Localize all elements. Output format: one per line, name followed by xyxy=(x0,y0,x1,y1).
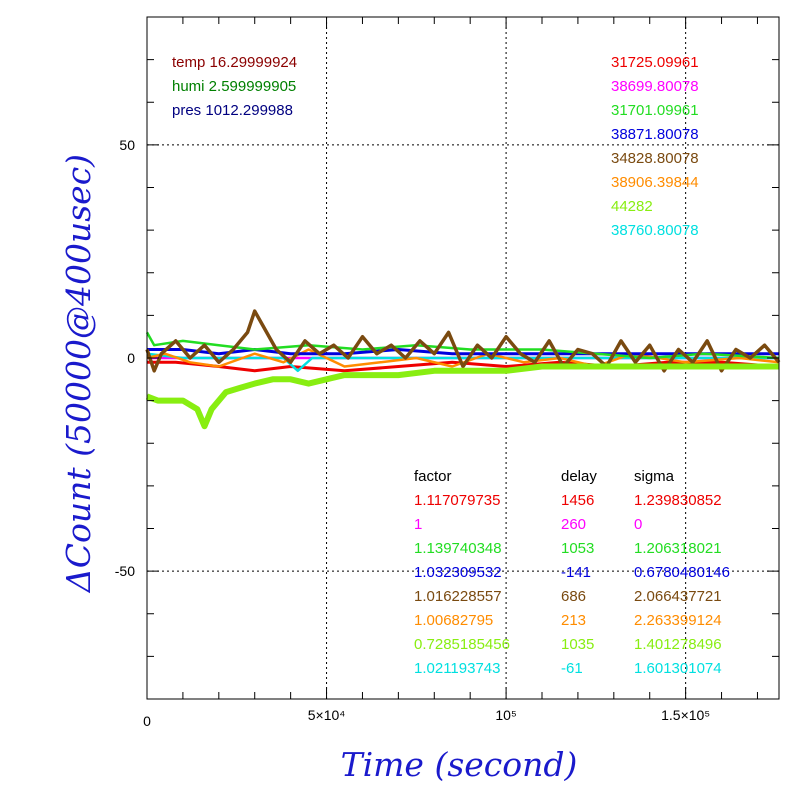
axes: 0 5×10⁴ 10⁵ 1.5×10⁵ 50 0 -50 xyxy=(115,16,780,729)
table-cell-delay: 686 xyxy=(561,588,586,605)
x-tick-label: 0 xyxy=(143,713,151,729)
table-cell-sigma: 2.066437721 xyxy=(634,588,722,605)
env-label: pres 1012.299988 xyxy=(172,102,293,119)
table-cell-delay: -61 xyxy=(561,660,583,677)
legend-entry: 38760.80078 xyxy=(611,222,699,239)
table-cell-delay: -141 xyxy=(561,564,591,581)
table-cell-factor: 1.117079735 xyxy=(414,492,500,509)
legend-entry: 38699.80078 xyxy=(611,78,699,95)
table-header-delay: delay xyxy=(561,468,597,485)
legend-entry: 38906.39844 xyxy=(611,174,699,191)
y-tick-label: 0 xyxy=(127,350,135,366)
y-axis-label: ΔCount (50000@400usec) xyxy=(59,154,98,594)
legend-entry: 31725.09961 xyxy=(611,54,699,71)
table-cell-factor: 1.032309532 xyxy=(414,564,502,581)
env-label: temp 16.29999924 xyxy=(172,54,297,71)
table-cell-sigma: 1.401278496 xyxy=(634,636,722,653)
table-cell-sigma: 1.206318021 xyxy=(634,540,722,557)
x-tick-label: 5×10⁴ xyxy=(308,707,346,723)
env-label: humi 2.599999905 xyxy=(172,78,296,95)
table-cell-sigma: 2.263399124 xyxy=(634,612,722,629)
x-tick-label: 1.5×10⁵ xyxy=(661,707,710,723)
table-cell-factor: 1.016228557 xyxy=(414,588,502,605)
table-cell-factor: 1.139740348 xyxy=(414,540,502,557)
table-cell-delay: 213 xyxy=(561,612,586,629)
y-tick-label: 50 xyxy=(119,137,135,153)
legend-entry: 34828.80078 xyxy=(611,150,699,167)
table-cell-sigma: 1.239830852 xyxy=(634,492,722,509)
labels: Time (second) ΔCount (50000@400usec) temp … xyxy=(59,54,730,784)
series-line-38760.80078 xyxy=(146,352,779,373)
table-cell-delay: 1456 xyxy=(561,492,594,509)
table-header-sigma: sigma xyxy=(634,468,675,485)
table-cell-factor: 0.7285185456 xyxy=(414,636,510,653)
table-cell-delay: 260 xyxy=(561,516,586,533)
table-cell-factor: 1.021193743 xyxy=(414,660,500,677)
table-header-factor: factor xyxy=(414,468,452,485)
table-cell-sigma: 1.601301074 xyxy=(634,660,722,677)
series-line-38871.80078 xyxy=(147,348,779,356)
x-tick-label: 10⁵ xyxy=(495,707,516,723)
series-line-44282 xyxy=(145,363,779,430)
legend-entry: 31701.09961 xyxy=(611,102,699,119)
table-cell-sigma: 0 xyxy=(634,516,642,533)
legend-entry: 38871.80078 xyxy=(611,126,699,143)
x-axis-label: Time (second) xyxy=(341,745,578,784)
legend-entry: 44282 xyxy=(611,198,653,215)
table-cell-delay: 1035 xyxy=(561,636,594,653)
table-cell-factor: 1 xyxy=(414,516,422,533)
series-lines xyxy=(145,309,781,430)
table-cell-delay: 1053 xyxy=(561,540,594,557)
table-cell-sigma: 0.6780480146 xyxy=(634,564,730,581)
y-tick-label: -50 xyxy=(115,563,135,579)
table-cell-factor: 1.00682795 xyxy=(414,612,493,629)
